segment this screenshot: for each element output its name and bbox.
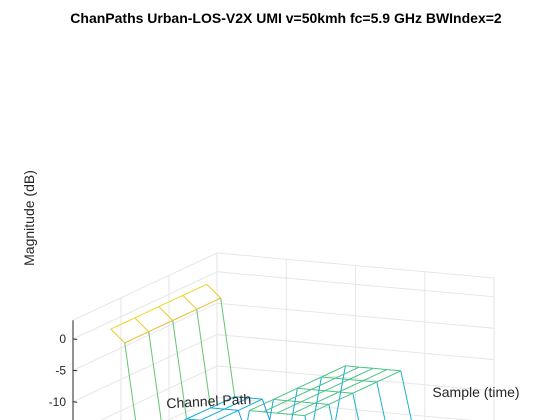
mesh-edge-path xyxy=(263,411,278,414)
mesh-edge-path xyxy=(338,391,353,394)
mesh-edge-path xyxy=(247,410,250,420)
mesh-edge-time xyxy=(348,367,374,380)
mesh-edge-time xyxy=(273,387,298,400)
mesh-edge-path xyxy=(148,331,162,420)
box-edge xyxy=(72,252,218,321)
mesh-edge-path xyxy=(237,410,243,420)
mesh-edge-path xyxy=(376,381,386,420)
mesh-edge-time xyxy=(224,397,249,410)
mesh-edge-path xyxy=(273,398,288,402)
mesh-edge-path xyxy=(206,283,222,299)
mesh-edge-path xyxy=(328,404,333,420)
mesh-edge-time xyxy=(328,392,354,405)
grid-line-z-left xyxy=(72,302,218,371)
mesh-edge-path xyxy=(348,379,363,382)
mesh-edge-time xyxy=(172,308,197,321)
mesh-edge-time xyxy=(321,365,346,378)
mesh-edge-path xyxy=(304,415,307,420)
mesh-edge-time xyxy=(304,403,330,417)
mesh-edge-time xyxy=(376,370,402,383)
x-axis-label: Channel Path xyxy=(166,391,252,411)
mesh-edge-time xyxy=(338,380,364,393)
mesh-edge-path xyxy=(196,309,212,408)
mesh-edge-path xyxy=(290,413,305,417)
mesh-edge-path xyxy=(269,399,274,420)
mesh-edge-path xyxy=(311,389,326,392)
mesh-edge-path xyxy=(372,367,387,371)
mesh-edge-time xyxy=(334,366,360,379)
mesh-edge-time xyxy=(297,376,322,389)
mesh-edge-time xyxy=(310,377,336,390)
mesh-edge-path xyxy=(220,298,236,397)
mesh-edge-time xyxy=(186,407,211,420)
mesh-edge-time xyxy=(324,379,350,392)
mesh-edge-path xyxy=(386,369,401,372)
z-axis-label: Magnitude (dB) xyxy=(21,170,37,266)
mesh-edge-path xyxy=(335,377,350,380)
mesh-edge-path xyxy=(362,380,377,383)
box-edge xyxy=(216,252,495,279)
mesh-edge-time xyxy=(124,331,149,344)
grid-line-z-left xyxy=(72,271,218,340)
grid-line-z-left xyxy=(100,365,218,420)
mesh-edge-path xyxy=(248,397,263,400)
mesh-edge-path xyxy=(134,317,150,333)
mesh-edge-path xyxy=(313,376,322,420)
mesh-edge-path xyxy=(110,328,126,344)
mesh-edge-time xyxy=(238,398,263,411)
mesh-edge-path xyxy=(124,342,137,420)
mesh-edge-path xyxy=(352,393,360,420)
axes-lines xyxy=(72,320,78,420)
mesh-edge-path xyxy=(345,365,360,368)
mesh-edge-path xyxy=(224,408,239,411)
mesh-edge-path xyxy=(400,370,412,420)
mesh-edge-path xyxy=(314,402,329,405)
z-tick-label: 0 xyxy=(59,332,66,346)
mesh-edge-time xyxy=(362,369,388,382)
grid-line-z-left xyxy=(72,334,218,403)
mesh-edge-path xyxy=(182,295,198,310)
mesh-edge-time xyxy=(148,320,173,333)
mesh-edge-path xyxy=(261,398,271,420)
mesh-edge-path xyxy=(335,365,346,420)
z-tick-label: -10 xyxy=(49,395,67,409)
mesh-edge-time xyxy=(249,398,274,412)
tick-labels: 0510152002460-5-10-15-20-25-30 xyxy=(49,332,67,409)
mesh-edge-time xyxy=(286,389,312,402)
mesh-edge-time xyxy=(200,408,225,420)
mesh-edge-path xyxy=(324,390,339,393)
chart-title: ChanPaths Urban-LOS-V2X UMI v=50kmh fc=5… xyxy=(70,10,502,26)
mesh-edge-time xyxy=(314,391,340,404)
mesh-edge-time xyxy=(182,283,208,296)
mesh-edge-path xyxy=(287,400,302,403)
mesh-edge-path xyxy=(210,407,225,410)
mesh-edge-time xyxy=(290,402,316,415)
mesh-edge-path xyxy=(276,412,291,415)
mesh-edge-time xyxy=(262,400,288,413)
mesh-edge-time xyxy=(300,390,326,403)
z-tick-label: -5 xyxy=(55,363,66,377)
mesh-edge-path xyxy=(291,388,298,420)
mesh-edge-path xyxy=(359,366,374,369)
mesh-edge-time xyxy=(352,381,378,394)
mesh-edge-path xyxy=(297,387,312,390)
mesh-edge-time xyxy=(158,294,184,308)
mesh-edge-time xyxy=(276,401,302,414)
mesh-edge-path xyxy=(249,410,264,413)
mesh-edge-path xyxy=(300,401,315,404)
mesh-edge-path xyxy=(234,396,249,399)
grid-line-z-left xyxy=(167,396,218,420)
mesh-edge-time xyxy=(210,396,235,409)
mesh-surface xyxy=(110,283,412,420)
mesh-edge-path xyxy=(321,376,336,379)
y-axis-label: Sample (time) xyxy=(432,384,519,400)
mesh-edge-path xyxy=(172,320,188,420)
mesh-edge-time xyxy=(134,306,160,319)
mesh-edge-path xyxy=(158,306,174,321)
mesh-edge-time xyxy=(196,297,221,310)
mesh-edge-time xyxy=(110,317,136,330)
